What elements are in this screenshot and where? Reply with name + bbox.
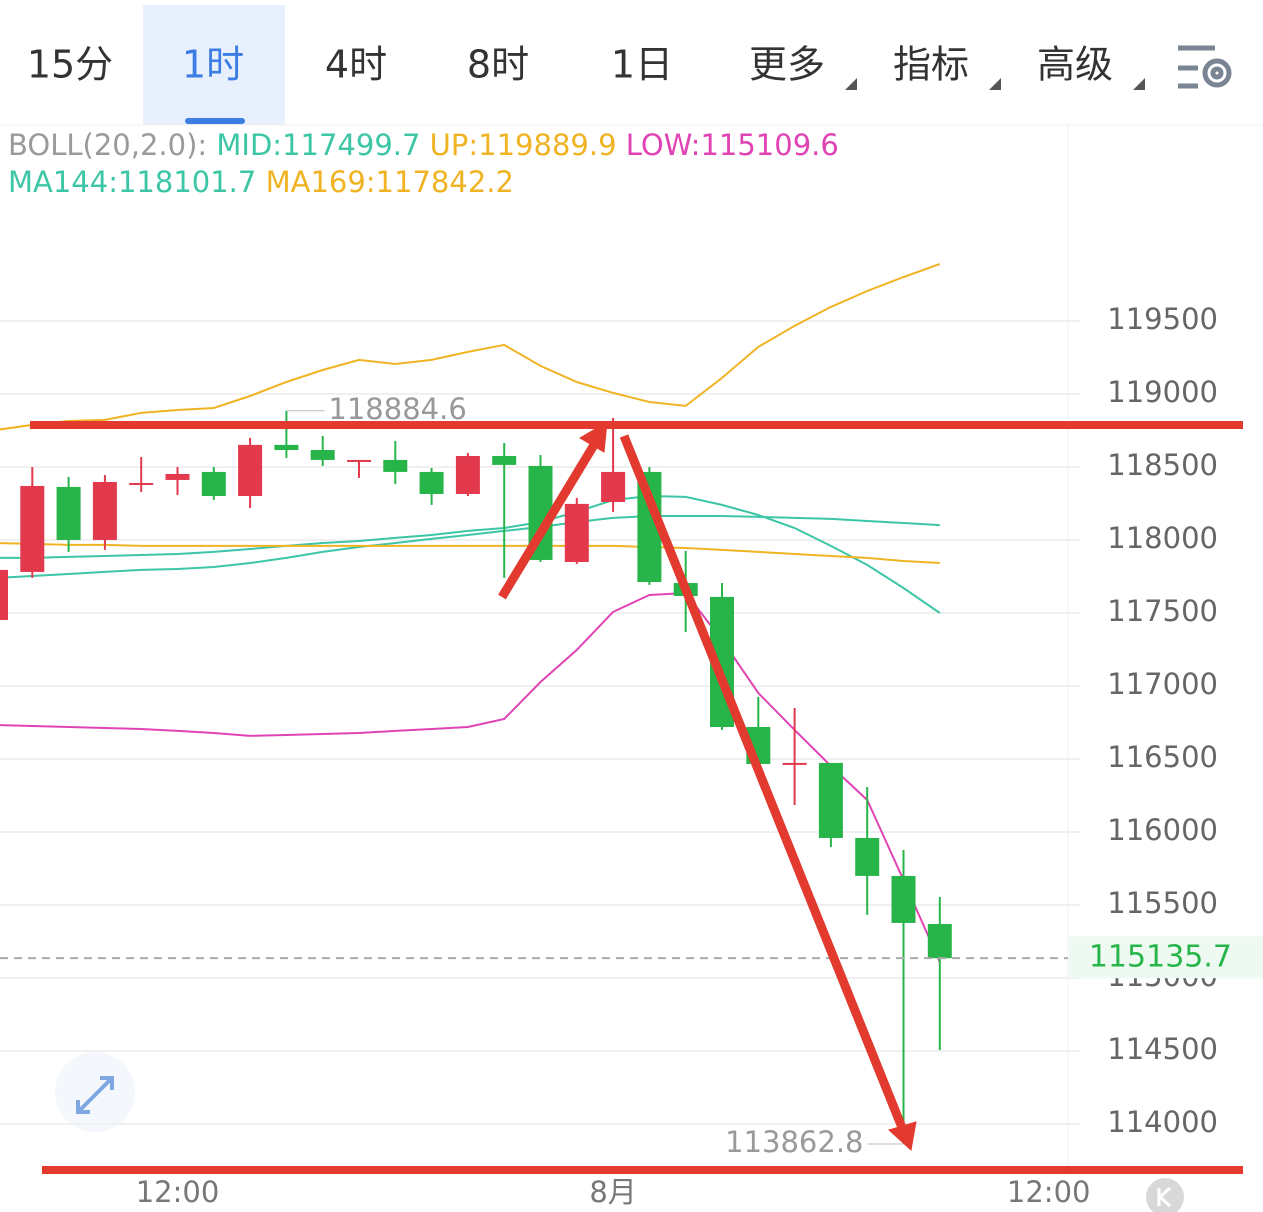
candle-body: [310, 450, 335, 460]
candle-body: [601, 471, 626, 503]
candle-body: [818, 762, 843, 838]
candle-body: [855, 837, 880, 876]
tab[interactable]: 15分: [27, 43, 113, 87]
x-tick-label: 8月: [589, 1175, 636, 1209]
active-tab-bg: [143, 5, 285, 125]
y-tick-label: 117000: [1107, 667, 1218, 701]
settings-icon[interactable]: [1178, 45, 1232, 89]
y-tick-label: 118000: [1107, 521, 1218, 555]
x-tick-label: 12:00: [136, 1175, 220, 1209]
y-tick-label: 119500: [1107, 302, 1218, 336]
candle-body: [165, 473, 190, 480]
y-tick-label: 114000: [1107, 1105, 1218, 1139]
tab[interactable]: 更多: [749, 43, 825, 87]
candle-body: [20, 485, 45, 572]
y-tick-label: 117500: [1107, 594, 1218, 628]
indicator-line: [0, 515, 940, 579]
y-tick-label: 118500: [1107, 448, 1218, 482]
tab[interactable]: 指标: [893, 43, 969, 87]
y-tick-label: 114500: [1107, 1032, 1218, 1066]
dropdown-caret: [845, 78, 857, 90]
tab[interactable]: 1时: [182, 43, 244, 87]
tab[interactable]: 高级: [1037, 43, 1113, 87]
arrow-down: [619, 434, 908, 1132]
expand-icon[interactable]: [55, 1052, 135, 1132]
tab[interactable]: 8时: [467, 43, 529, 87]
low-label: 113862.8: [725, 1125, 863, 1159]
candle-body: [92, 481, 117, 540]
indicator-line: [0, 263, 941, 431]
candle-body: [347, 459, 371, 462]
legend-entry: MID:117499.7: [216, 128, 420, 162]
y-tick-label: 116000: [1107, 813, 1218, 847]
y-tick-label: 115500: [1107, 886, 1218, 920]
candle-body: [891, 875, 916, 923]
candle-body: [492, 456, 517, 465]
candle-body: [238, 444, 263, 497]
dropdown-caret: [1133, 78, 1145, 90]
k-icon[interactable]: [1146, 1178, 1184, 1212]
arrow-up: [498, 437, 601, 600]
active-tab-underline: [185, 118, 245, 124]
dropdown-caret: [989, 78, 1001, 90]
indicator-line: [0, 591, 941, 963]
candle-body: [927, 923, 952, 959]
tab[interactable]: 4时: [325, 43, 387, 87]
candle-body: [383, 459, 408, 472]
x-tick-label: 12:00: [1007, 1175, 1091, 1209]
y-tick-label: 116500: [1107, 740, 1218, 774]
candle-body: [419, 471, 444, 494]
candle-body: [564, 503, 589, 563]
legend-entry: LOW:115109.6: [626, 128, 839, 162]
indicator-line: [0, 494, 941, 614]
legend-entry: MA144:118101.7: [8, 165, 256, 199]
high-label: 118884.6: [328, 392, 466, 426]
legend-entry: UP:119889.9: [430, 128, 617, 162]
arrow-down-head: [888, 1121, 917, 1151]
candle-body: [782, 762, 807, 765]
price-box: [1069, 936, 1263, 979]
candle-body: [201, 471, 226, 497]
indicator-label: BOLL(20,2.0):: [8, 128, 207, 162]
candle-body: [56, 486, 81, 540]
legend-entry: MA169:117842.2: [266, 165, 514, 199]
candle-body: [0, 569, 8, 620]
candle-body: [274, 444, 299, 451]
y-tick-label: 119000: [1107, 375, 1218, 409]
tab[interactable]: 1日: [611, 43, 673, 87]
hand-drawn-annotations: [30, 421, 1243, 1174]
candle-body: [455, 456, 480, 494]
legend-line: BOLL(20,2.0): MID:117499.7 UP:119889.9 L…: [8, 128, 839, 162]
indicator-line: [0, 542, 940, 564]
candle-body: [129, 483, 154, 486]
price-label: 115135.7: [1089, 940, 1232, 975]
arrow-up-head: [579, 421, 608, 453]
legend-line: MA144:118101.7 MA169:117842.2: [8, 165, 514, 199]
